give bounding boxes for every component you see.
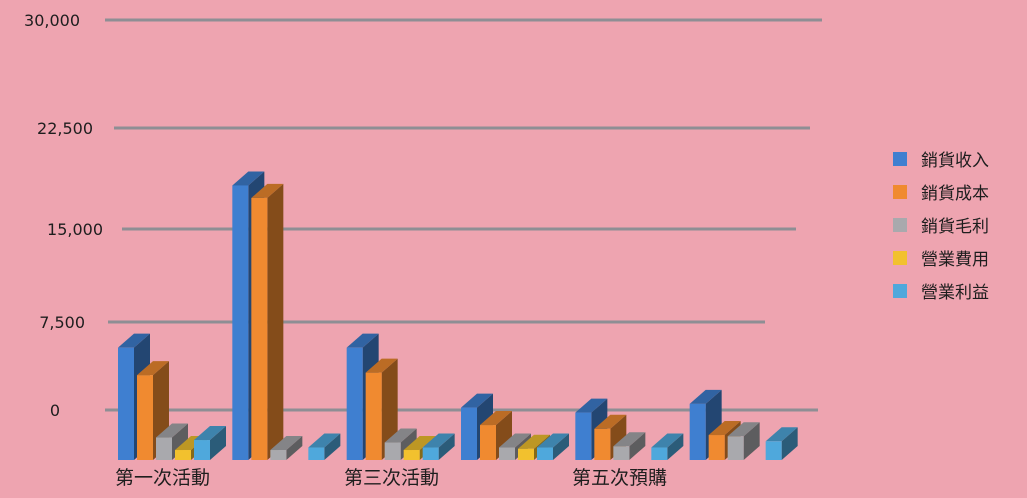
bar	[308, 433, 341, 460]
legend-swatch	[893, 184, 907, 199]
legend-item: 銷貨收入	[893, 142, 989, 175]
bar	[251, 183, 284, 461]
legend-label: 銷貨成本	[921, 184, 989, 204]
x-tick-label: 第五次預購	[572, 467, 667, 489]
legend-label: 營業利益	[921, 283, 989, 303]
legend-swatch	[893, 151, 907, 166]
legend-label: 銷貨毛利	[921, 217, 989, 237]
y-tick-label: 30,000	[24, 11, 80, 30]
bar	[613, 432, 646, 460]
bar	[422, 433, 455, 460]
legend-swatch	[893, 283, 907, 298]
bar	[270, 436, 303, 460]
chart-legend: 銷貨收入銷貨成本銷貨毛利營業費用營業利益	[893, 142, 989, 307]
legend-item: 銷貨毛利	[893, 208, 989, 241]
bar	[727, 422, 760, 460]
y-tick-label: 15,000	[47, 220, 103, 239]
bar	[651, 433, 684, 460]
legend-item: 營業費用	[893, 241, 989, 274]
bar	[765, 427, 798, 460]
legend-label: 銷貨收入	[921, 151, 989, 171]
bar	[194, 426, 226, 460]
y-tick-label: 0	[50, 401, 60, 420]
legend-swatch	[893, 250, 907, 265]
y-tick-label: 7,500	[39, 313, 85, 332]
x-tick-label: 第一次活動	[115, 467, 210, 489]
legend-label: 營業費用	[921, 250, 989, 270]
x-tick-label: 第三次活動	[344, 467, 439, 489]
legend-item: 銷貨成本	[893, 175, 989, 208]
legend-item: 營業利益	[893, 274, 989, 307]
legend-swatch	[893, 217, 907, 232]
y-tick-label: 22,500	[37, 119, 93, 138]
bar	[537, 433, 569, 460]
